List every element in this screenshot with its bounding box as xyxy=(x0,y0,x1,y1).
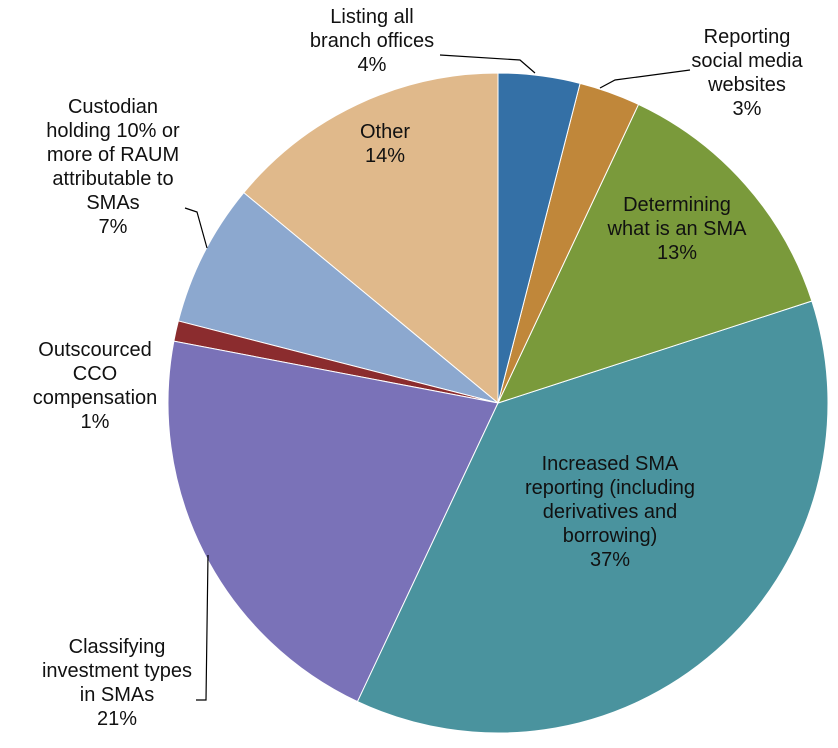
category-label: Custodian holding 10% or more of RAUM at… xyxy=(46,96,180,214)
slice-label: Increased SMA reporting (including deriv… xyxy=(520,452,700,572)
category-label: Other xyxy=(359,121,411,143)
slice-label: Determining what is an SMA 13% xyxy=(602,193,752,265)
category-label: Listing all branch offices xyxy=(309,6,435,52)
category-label: Reporting social media websites xyxy=(691,26,803,96)
value-label: 14% xyxy=(364,145,406,167)
pie-slice xyxy=(167,340,499,703)
leader-line xyxy=(599,69,691,89)
leader-line xyxy=(439,54,536,74)
value-label: 4% xyxy=(357,54,387,76)
pie-slice xyxy=(243,72,499,405)
leader-line xyxy=(196,554,209,701)
value-label: 3% xyxy=(732,98,762,120)
slice-label: Reporting social media websites 3% xyxy=(677,25,817,121)
category-label: Increased SMA reporting (including deriv… xyxy=(524,453,696,547)
category-label: Outscourced CCO compensation xyxy=(32,339,158,409)
slice-label: Listing all branch offices 4% xyxy=(297,5,447,77)
slice-label: Classifying investment types in SMAs 21% xyxy=(35,635,200,731)
slice-label: Custodian holding 10% or more of RAUM at… xyxy=(36,95,191,239)
value-label: 37% xyxy=(589,549,631,571)
pie-slice xyxy=(497,103,813,404)
value-label: 1% xyxy=(80,411,110,433)
pie-slice xyxy=(356,300,829,734)
pie-slice xyxy=(497,72,581,404)
value-label: 7% xyxy=(98,216,128,238)
value-label: 13% xyxy=(656,242,698,264)
pie-slice xyxy=(177,191,499,404)
leader-line xyxy=(184,207,208,249)
slice-label: Outscourced CCO compensation 1% xyxy=(20,338,170,434)
category-label: Determining what is an SMA xyxy=(607,194,747,240)
value-label: 21% xyxy=(96,708,138,730)
slice-label: Other 14% xyxy=(335,120,435,168)
category-label: Classifying investment types in SMAs xyxy=(41,636,193,706)
